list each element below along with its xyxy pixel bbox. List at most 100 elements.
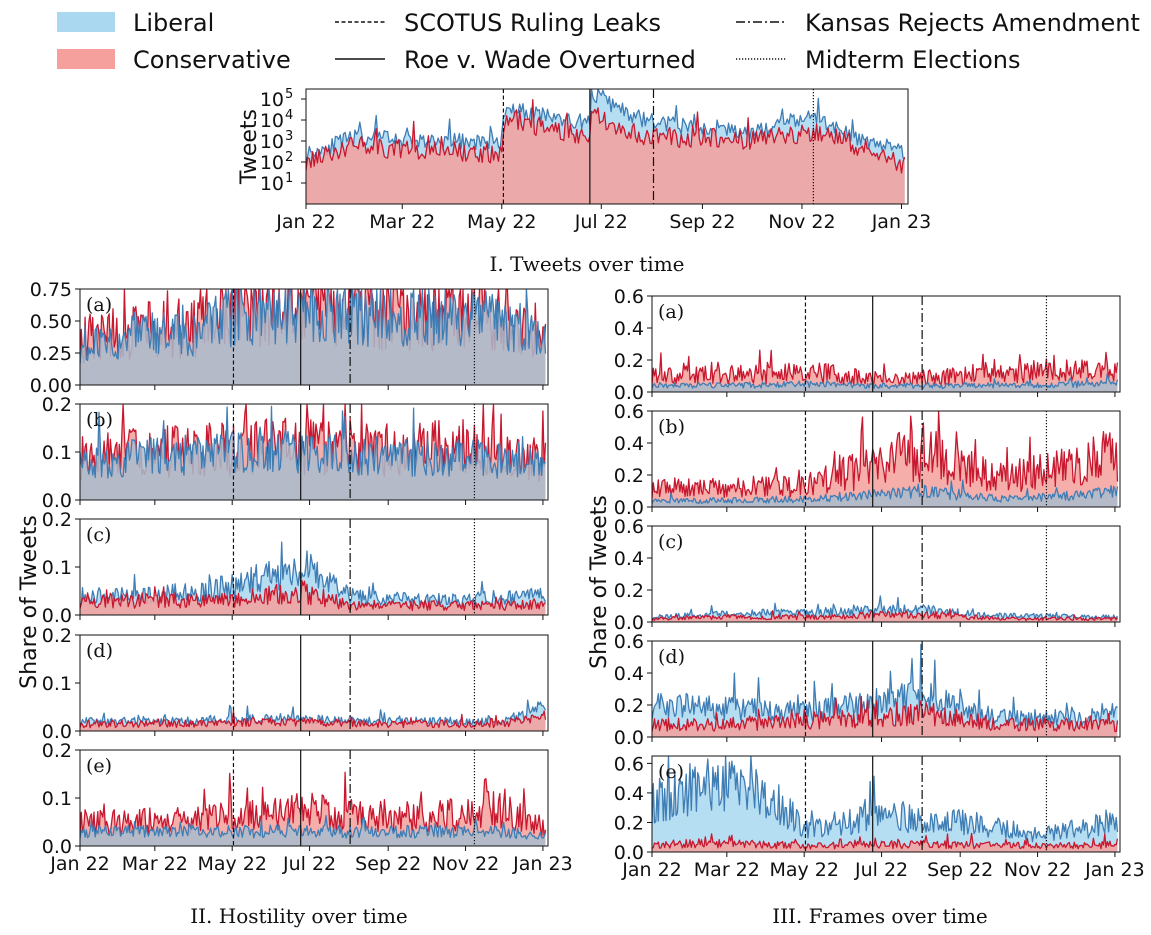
hostility-panel-b-ytick-label: 0.0: [42, 490, 72, 512]
tweets-panel-xtick-label: Mar 22: [369, 211, 435, 233]
frames-panel-c-label: (c): [658, 531, 683, 553]
hostility-panel-e-xtick-label: May 22: [197, 853, 267, 875]
frames-panel-c-liberal-line: [652, 595, 1118, 620]
hostility-panel-c-plot: [80, 519, 547, 615]
frames-panel-b-ytick-label: 0.2: [614, 465, 644, 487]
frames-panel-a-plot: [652, 296, 1119, 392]
hostility-panel-e-xtick-label: Sep 22: [355, 853, 421, 875]
hostility-panel-c-ytick-label: 0.1: [42, 557, 72, 579]
frames-panel-e-frame: [651, 755, 1121, 853]
hostility-panel-e-label: (e): [86, 755, 112, 777]
hostility-panel-e-conservative-line: [80, 771, 547, 838]
legend-midterms-label: Midterm Elections: [805, 46, 1021, 74]
tweets-panel-xtick-label: Sep 22: [669, 211, 735, 233]
hostility-panel-b-ytick-label: 0.1: [42, 442, 72, 464]
hostility-panel-b-liberal-line: [80, 405, 547, 479]
hostility-panel-a-plot: [80, 289, 547, 385]
frames-panel-b-conservative-line: [652, 411, 1119, 499]
hostility-panel-b-ytick-label: 0.2: [42, 394, 72, 416]
hostility-panel-d-liberal-area: [80, 700, 546, 731]
hostility-panel-b-label: (b): [86, 409, 113, 431]
frames-panel-d: 0.0 0.2 0.4 0.6 (d): [614, 631, 1121, 749]
legend-conservative-label: Conservative: [133, 46, 291, 74]
hostility-panel-a-ytick-label: 0.75: [30, 279, 72, 301]
frames-panel-c-ytick-label: 0.6: [614, 516, 644, 538]
legend-liberal-label: Liberal: [133, 9, 214, 37]
tweets-panel-ytick-label: 10: [260, 173, 284, 195]
hostility-panel-e: Jan 22 Mar 22 May 22 Jul 22 Sep 22 Nov 22 Jan …: [42, 740, 573, 875]
tweets-panel-xtick-label: Nov 22: [768, 211, 835, 233]
frames-panel-d-frame: [651, 640, 1121, 738]
frames-panel-c-ytick-label: 0.2: [614, 580, 644, 602]
tweets-panel-plot: [306, 89, 906, 204]
hostility-panel-d-ytick-label: 0.2: [42, 625, 72, 647]
hostility-panel-a-liberal-line: [80, 289, 547, 364]
caption-tweets: I. Tweets over time: [489, 252, 684, 276]
frames-panel-e-xtick-label: Jan 22: [621, 859, 682, 881]
hostility-panel-c-conservative-line: [80, 579, 546, 612]
frames-panel-c-conservative-line: [652, 608, 1119, 622]
tweets-panel-ylabel: Tweets: [237, 109, 262, 185]
hostility-panel-b: 0.0 0.1 0.2 (b): [42, 394, 549, 512]
hostility-panel-e-xtick-label: Jan 23: [512, 853, 573, 875]
frames-panel-c-ytick-label: 0.0: [614, 612, 644, 634]
hostility-panel-a-ytick-label: 0.25: [30, 343, 72, 365]
hostility-panel-a: 0.00 0.25 0.50 0.75 (a): [30, 279, 549, 397]
frames-panel-e-conservative-line: [652, 832, 1119, 850]
frames-panel-a-label: (a): [658, 301, 684, 323]
hostility-panel-c-ytick-label: 0.2: [42, 509, 72, 531]
tweets-panel-liberal-line: [306, 89, 906, 163]
frames-panel-d-label: (d): [658, 646, 685, 668]
tweets-panel-frame: [305, 88, 909, 205]
legend-kansas-label: Kansas Rejects Amendment: [805, 9, 1140, 37]
hostility-panel-d-frame: [79, 634, 549, 732]
frames-panel-a-ytick-label: 0.2: [614, 350, 644, 372]
frames-panel-b-label: (b): [658, 416, 685, 438]
frames-panel-d-ytick-label: 0.6: [614, 631, 644, 653]
frames-panel-a-conservative-line: [652, 349, 1119, 387]
frames-panel-a-liberal-area: [652, 373, 1118, 392]
hostility-panel-e-xtick-label: Jan 22: [49, 853, 110, 875]
hostility-panel-d-conservative-line: [80, 710, 547, 729]
frames-panel-c: 0.0 0.2 0.4 0.6 (c): [614, 516, 1121, 634]
frames-panel-e-label: (e): [658, 761, 684, 783]
hostility-panel-b-plot: [80, 404, 547, 500]
tweets-panel-conservative-line: [306, 99, 906, 174]
tweets-panel-ytick-label: 10: [260, 131, 284, 153]
frames-panel-d-ytick-label: 0.4: [614, 663, 644, 685]
tweets-panel-ytick-exp: 3: [285, 129, 293, 144]
frames-panel-e-xtick-label: Nov 22: [1004, 859, 1071, 881]
tweets-panel-ytick-exp: 1: [285, 171, 293, 186]
frames-panel-e-xtick-label: Mar 22: [694, 859, 760, 881]
hostility-panel-e-xtick-label: Mar 22: [122, 853, 188, 875]
hostility-panel-e-liberal-area: [80, 815, 546, 846]
frames-panel-b: 0.0 0.2 0.4 0.6 (b): [614, 401, 1121, 519]
hostility-panel-e-xtick-label: Nov 22: [432, 853, 499, 875]
frames-panel-b-ytick-label: 0.6: [614, 401, 644, 423]
hostility-panel-d-label: (d): [86, 640, 113, 662]
tweets-panel-ytick-exp: 2: [285, 150, 293, 165]
tweets-panel-xtick-label: May 22: [467, 211, 537, 233]
frames-panel-e-plot: [652, 756, 1119, 852]
frames-panel-e: Jan 22 Mar 22 May 22 Jul 22 Sep 22 Nov 22 Jan …: [614, 753, 1145, 881]
tweets-panel-xtick-label: Jan 22: [275, 211, 336, 233]
legend-scotus-label: SCOTUS Ruling Leaks: [404, 9, 661, 37]
frames-panel-e-ytick-label: 0.6: [614, 753, 644, 775]
frames-panel-c-frame: [651, 525, 1121, 623]
legend-conservative-swatch: [57, 49, 115, 69]
hostility-panel-d-ytick-label: 0.0: [42, 721, 72, 743]
hostility-panel-e-ytick-label: 0.0: [42, 836, 72, 858]
hostility-panel-c-label: (c): [86, 524, 111, 546]
frames-panel-e-xtick-label: May 22: [769, 859, 839, 881]
frames-panel-a-ytick-label: 0.4: [614, 318, 644, 340]
frames-panel-b-frame: [651, 410, 1121, 508]
hostility-panel-e-xtick-label: Jul 22: [282, 853, 336, 875]
tweets-panel-ytick-exp: 5: [285, 87, 293, 102]
hostility-panel-a-frame: [79, 288, 549, 386]
frames-panel-e-xtick-label: Sep 22: [927, 859, 993, 881]
frames-panel-a-ytick-label: 0.6: [614, 286, 644, 308]
tweets-panel-ytick-label: 10: [260, 89, 284, 111]
frames-panel-d-liberal-area: [652, 644, 1118, 737]
frames-panel-c-ytick-label: 0.4: [614, 548, 644, 570]
